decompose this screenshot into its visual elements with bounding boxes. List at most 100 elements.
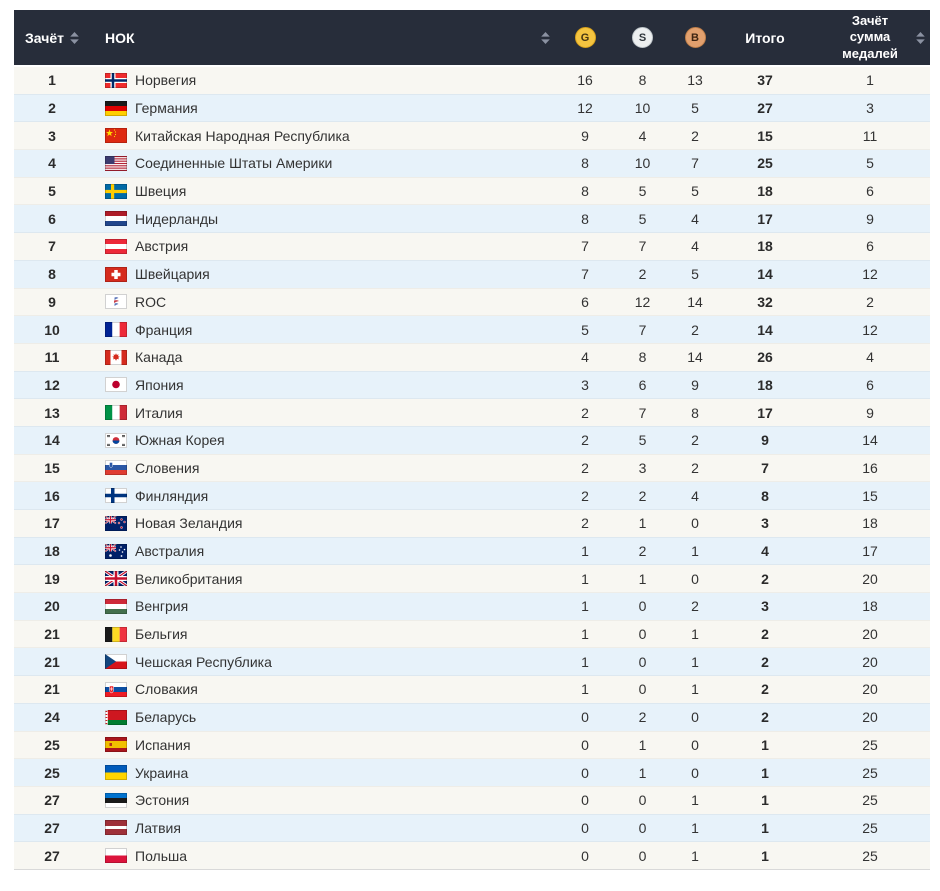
gold-count-cell: 2 — [555, 426, 615, 455]
table-row: 19 Великобритания 1 1 0 2 20 — [14, 564, 930, 594]
noc-header-label: НОК — [105, 29, 135, 46]
total-count-cell: 27 — [720, 94, 810, 123]
country-name: Словения — [135, 459, 200, 476]
rank-cell: 3 — [14, 121, 90, 151]
noc-cell: Финляндия — [90, 481, 555, 510]
rank-cell: 18 — [14, 537, 90, 566]
gold-medal-icon: G — [574, 27, 596, 48]
total-count-cell: 18 — [720, 371, 810, 400]
gold-count-cell: 0 — [555, 841, 615, 870]
table-row: 9 ROC 6 12 14 32 2 — [14, 288, 930, 317]
medal-table: Зачёт НОК G S B — [14, 10, 930, 870]
total-count-cell: 2 — [720, 647, 810, 677]
total-count-cell: 2 — [720, 675, 810, 704]
sum-rank-cell: 18 — [810, 592, 930, 621]
total-count-cell: 1 — [720, 786, 810, 815]
gold-header-label: G — [580, 31, 590, 44]
country-name: Польша — [135, 847, 188, 864]
bronze-count-cell: 4 — [670, 481, 720, 510]
noc-cell: Испания — [90, 731, 555, 760]
sort-icon[interactable] — [541, 31, 550, 44]
sum-rank-cell: 15 — [810, 481, 930, 510]
sum-rank-cell: 6 — [810, 371, 930, 400]
silver-count-cell: 4 — [615, 121, 670, 151]
rank-cell: 12 — [14, 371, 90, 400]
sum-rank-column-header[interactable]: Зачёт сумма медалей — [810, 10, 930, 67]
sum-rank-cell: 12 — [810, 260, 930, 289]
sum-rank-cell: 20 — [810, 620, 930, 649]
rank-column-header[interactable]: Зачёт — [14, 10, 90, 67]
table-row: 27 Польша 0 0 1 1 25 — [14, 841, 930, 870]
sum-rank-cell: 20 — [810, 564, 930, 594]
sort-icon[interactable] — [916, 31, 925, 44]
bronze-count-cell: 13 — [670, 66, 720, 95]
flag-si-icon — [105, 460, 127, 476]
country-name: Китайская Народная Республика — [135, 127, 350, 144]
sum-rank-cell: 3 — [810, 94, 930, 123]
flag-au-icon — [105, 543, 127, 559]
noc-cell: Швейцария — [90, 260, 555, 289]
rank-cell: 27 — [14, 814, 90, 843]
gold-count-cell: 2 — [555, 454, 615, 483]
table-row: 15 Словения 2 3 2 7 16 — [14, 454, 930, 483]
medal-table-body: 1 Норвегия 16 8 13 37 1 2 Германия 12 10 5 27 3 3 Китай… — [14, 66, 930, 870]
noc-cell: Словакия — [90, 675, 555, 704]
table-row: 4 Соединенные Штаты Америки 8 10 7 25 5 — [14, 149, 930, 178]
rank-cell: 16 — [14, 481, 90, 510]
silver-count-cell: 7 — [615, 232, 670, 261]
gold-count-cell: 9 — [555, 121, 615, 151]
bronze-column-header[interactable]: B — [670, 10, 720, 67]
sort-icon[interactable] — [70, 31, 79, 44]
bronze-count-cell: 14 — [670, 288, 720, 317]
noc-cell: ROC — [90, 288, 555, 317]
noc-column-header[interactable]: НОК — [90, 10, 555, 67]
country-name: Япония — [135, 376, 184, 393]
rank-cell: 21 — [14, 620, 90, 649]
flag-us-icon — [105, 155, 127, 171]
total-column-header[interactable]: Итого — [720, 10, 810, 67]
country-name: Бельгия — [135, 626, 188, 643]
sum-rank-cell: 9 — [810, 398, 930, 427]
bronze-header-label: B — [691, 31, 699, 44]
noc-cell: Бельгия — [90, 620, 555, 649]
silver-medal-icon: S — [632, 27, 653, 48]
noc-cell: Украина — [90, 758, 555, 787]
silver-count-cell: 0 — [615, 647, 670, 677]
silver-count-cell: 1 — [615, 564, 670, 594]
bronze-count-cell: 1 — [670, 620, 720, 649]
total-count-cell: 3 — [720, 592, 810, 621]
bronze-count-cell: 1 — [670, 647, 720, 677]
noc-cell: Италия — [90, 398, 555, 427]
table-row: 5 Швеция 8 5 5 18 6 — [14, 177, 930, 206]
total-count-cell: 14 — [720, 315, 810, 344]
gold-column-header[interactable]: G — [555, 10, 615, 67]
gold-count-cell: 7 — [555, 232, 615, 261]
sum-rank-cell: 6 — [810, 232, 930, 261]
bronze-count-cell: 1 — [670, 537, 720, 566]
silver-count-cell: 7 — [615, 315, 670, 344]
total-count-cell: 1 — [720, 731, 810, 760]
noc-cell: Соединенные Штаты Америки — [90, 149, 555, 178]
flag-no-icon — [105, 72, 127, 88]
rank-cell: 1 — [14, 66, 90, 95]
bronze-count-cell: 2 — [670, 121, 720, 151]
silver-column-header[interactable]: S — [615, 10, 670, 67]
silver-count-cell: 2 — [615, 481, 670, 510]
silver-count-cell: 0 — [615, 620, 670, 649]
flag-at-icon — [105, 238, 127, 254]
country-name: Чешская Республика — [135, 653, 272, 670]
noc-cell: Канада — [90, 343, 555, 372]
rank-cell: 20 — [14, 592, 90, 621]
table-row: 13 Италия 2 7 8 17 9 — [14, 398, 930, 427]
total-count-cell: 18 — [720, 232, 810, 261]
country-name: Южная Корея — [135, 432, 225, 449]
bronze-count-cell: 2 — [670, 426, 720, 455]
silver-count-cell: 8 — [615, 66, 670, 95]
table-row: 27 Латвия 0 0 1 1 25 — [14, 814, 930, 843]
country-name: Соединенные Штаты Америки — [135, 155, 333, 172]
bronze-count-cell: 9 — [670, 371, 720, 400]
bronze-count-cell: 4 — [670, 232, 720, 261]
bronze-count-cell: 0 — [670, 758, 720, 787]
total-count-cell: 2 — [720, 703, 810, 732]
noc-cell: Норвегия — [90, 66, 555, 95]
